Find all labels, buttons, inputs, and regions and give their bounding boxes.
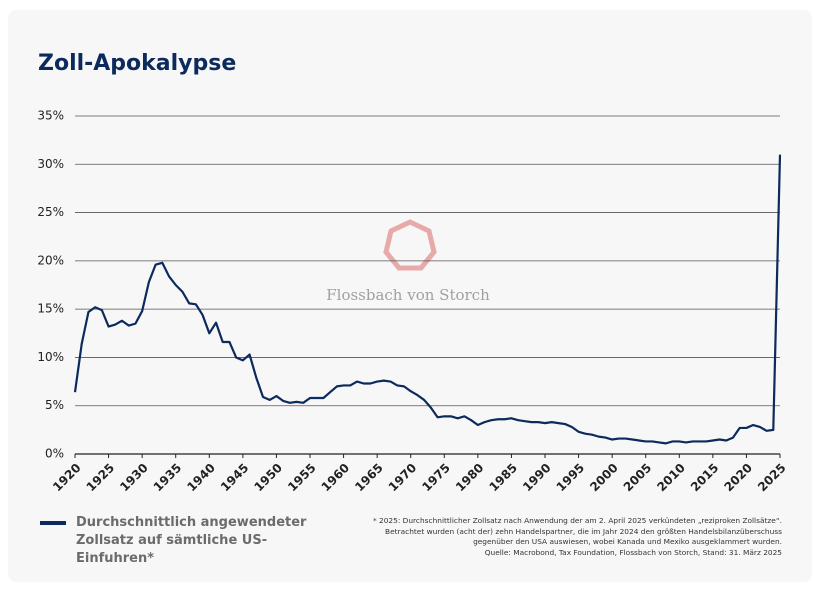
- footnote: * 2025: Durchschnittlicher Zollsatz nach…: [373, 516, 782, 558]
- x-tick-label: 1970: [386, 461, 420, 495]
- x-tick-label: 1945: [218, 461, 252, 495]
- footnote-line: gegenüber den USA auswiesen, wobei Kanad…: [473, 537, 782, 546]
- line-series: [73, 154, 782, 445]
- y-tick-label: 30%: [37, 157, 64, 171]
- watermark-logo: [383, 219, 437, 271]
- x-tick-label: 1950: [252, 461, 286, 495]
- x-tick-label: 2005: [621, 461, 655, 495]
- x-tick-label: 2025: [755, 461, 789, 495]
- x-tick-label: 1965: [352, 461, 386, 495]
- footnote-line: * 2025: Durchschnittlicher Zollsatz nach…: [372, 516, 782, 525]
- x-tick-label: 2000: [587, 461, 621, 495]
- x-tick-label: 1930: [117, 461, 151, 495]
- x-tick-label: 1940: [184, 461, 218, 495]
- y-tick-label: 25%: [37, 205, 64, 219]
- x-tick-label: 1960: [319, 461, 353, 495]
- y-tick-label: 0%: [45, 447, 64, 461]
- x-tick-label: 1925: [84, 461, 118, 495]
- x-tick-label: 1980: [453, 461, 487, 495]
- y-tick-label: 35%: [37, 109, 64, 123]
- y-tick-label: 5%: [45, 398, 64, 412]
- x-tick-label: 1920: [50, 461, 84, 495]
- chart-title: Zoll-Apokalypse: [38, 51, 236, 76]
- footnote-line: Quelle: Macrobond, Tax Foundation, Floss…: [484, 547, 782, 557]
- x-tick-label: 1935: [151, 461, 185, 495]
- y-tick-label: 20%: [37, 253, 64, 267]
- legend-label: Durchschnittlich angewendeter Zollsatz a…: [76, 515, 307, 566]
- card: [8, 10, 812, 582]
- x-tick-label: 2020: [722, 461, 756, 495]
- y-tick-label: 15%: [37, 302, 64, 316]
- y-tick-label: 10%: [37, 350, 64, 364]
- legend: Durchschnittlich angewendeter Zollsatz a…: [40, 514, 326, 568]
- x-tick-label: 2010: [654, 461, 688, 495]
- footnote-line: Betrachtet wurden (acht der) zehn Handel…: [385, 526, 782, 536]
- x-tick-label: 2015: [688, 461, 722, 495]
- x-tick-label: 1995: [554, 461, 588, 495]
- x-tick-label: 1990: [520, 461, 554, 495]
- x-tick-label: 1955: [285, 461, 319, 495]
- watermark: Flossbach von Storch: [326, 286, 490, 304]
- x-tick-label: 1985: [487, 461, 521, 495]
- x-tick-label: 1975: [419, 461, 453, 495]
- legend-swatch: [40, 521, 66, 525]
